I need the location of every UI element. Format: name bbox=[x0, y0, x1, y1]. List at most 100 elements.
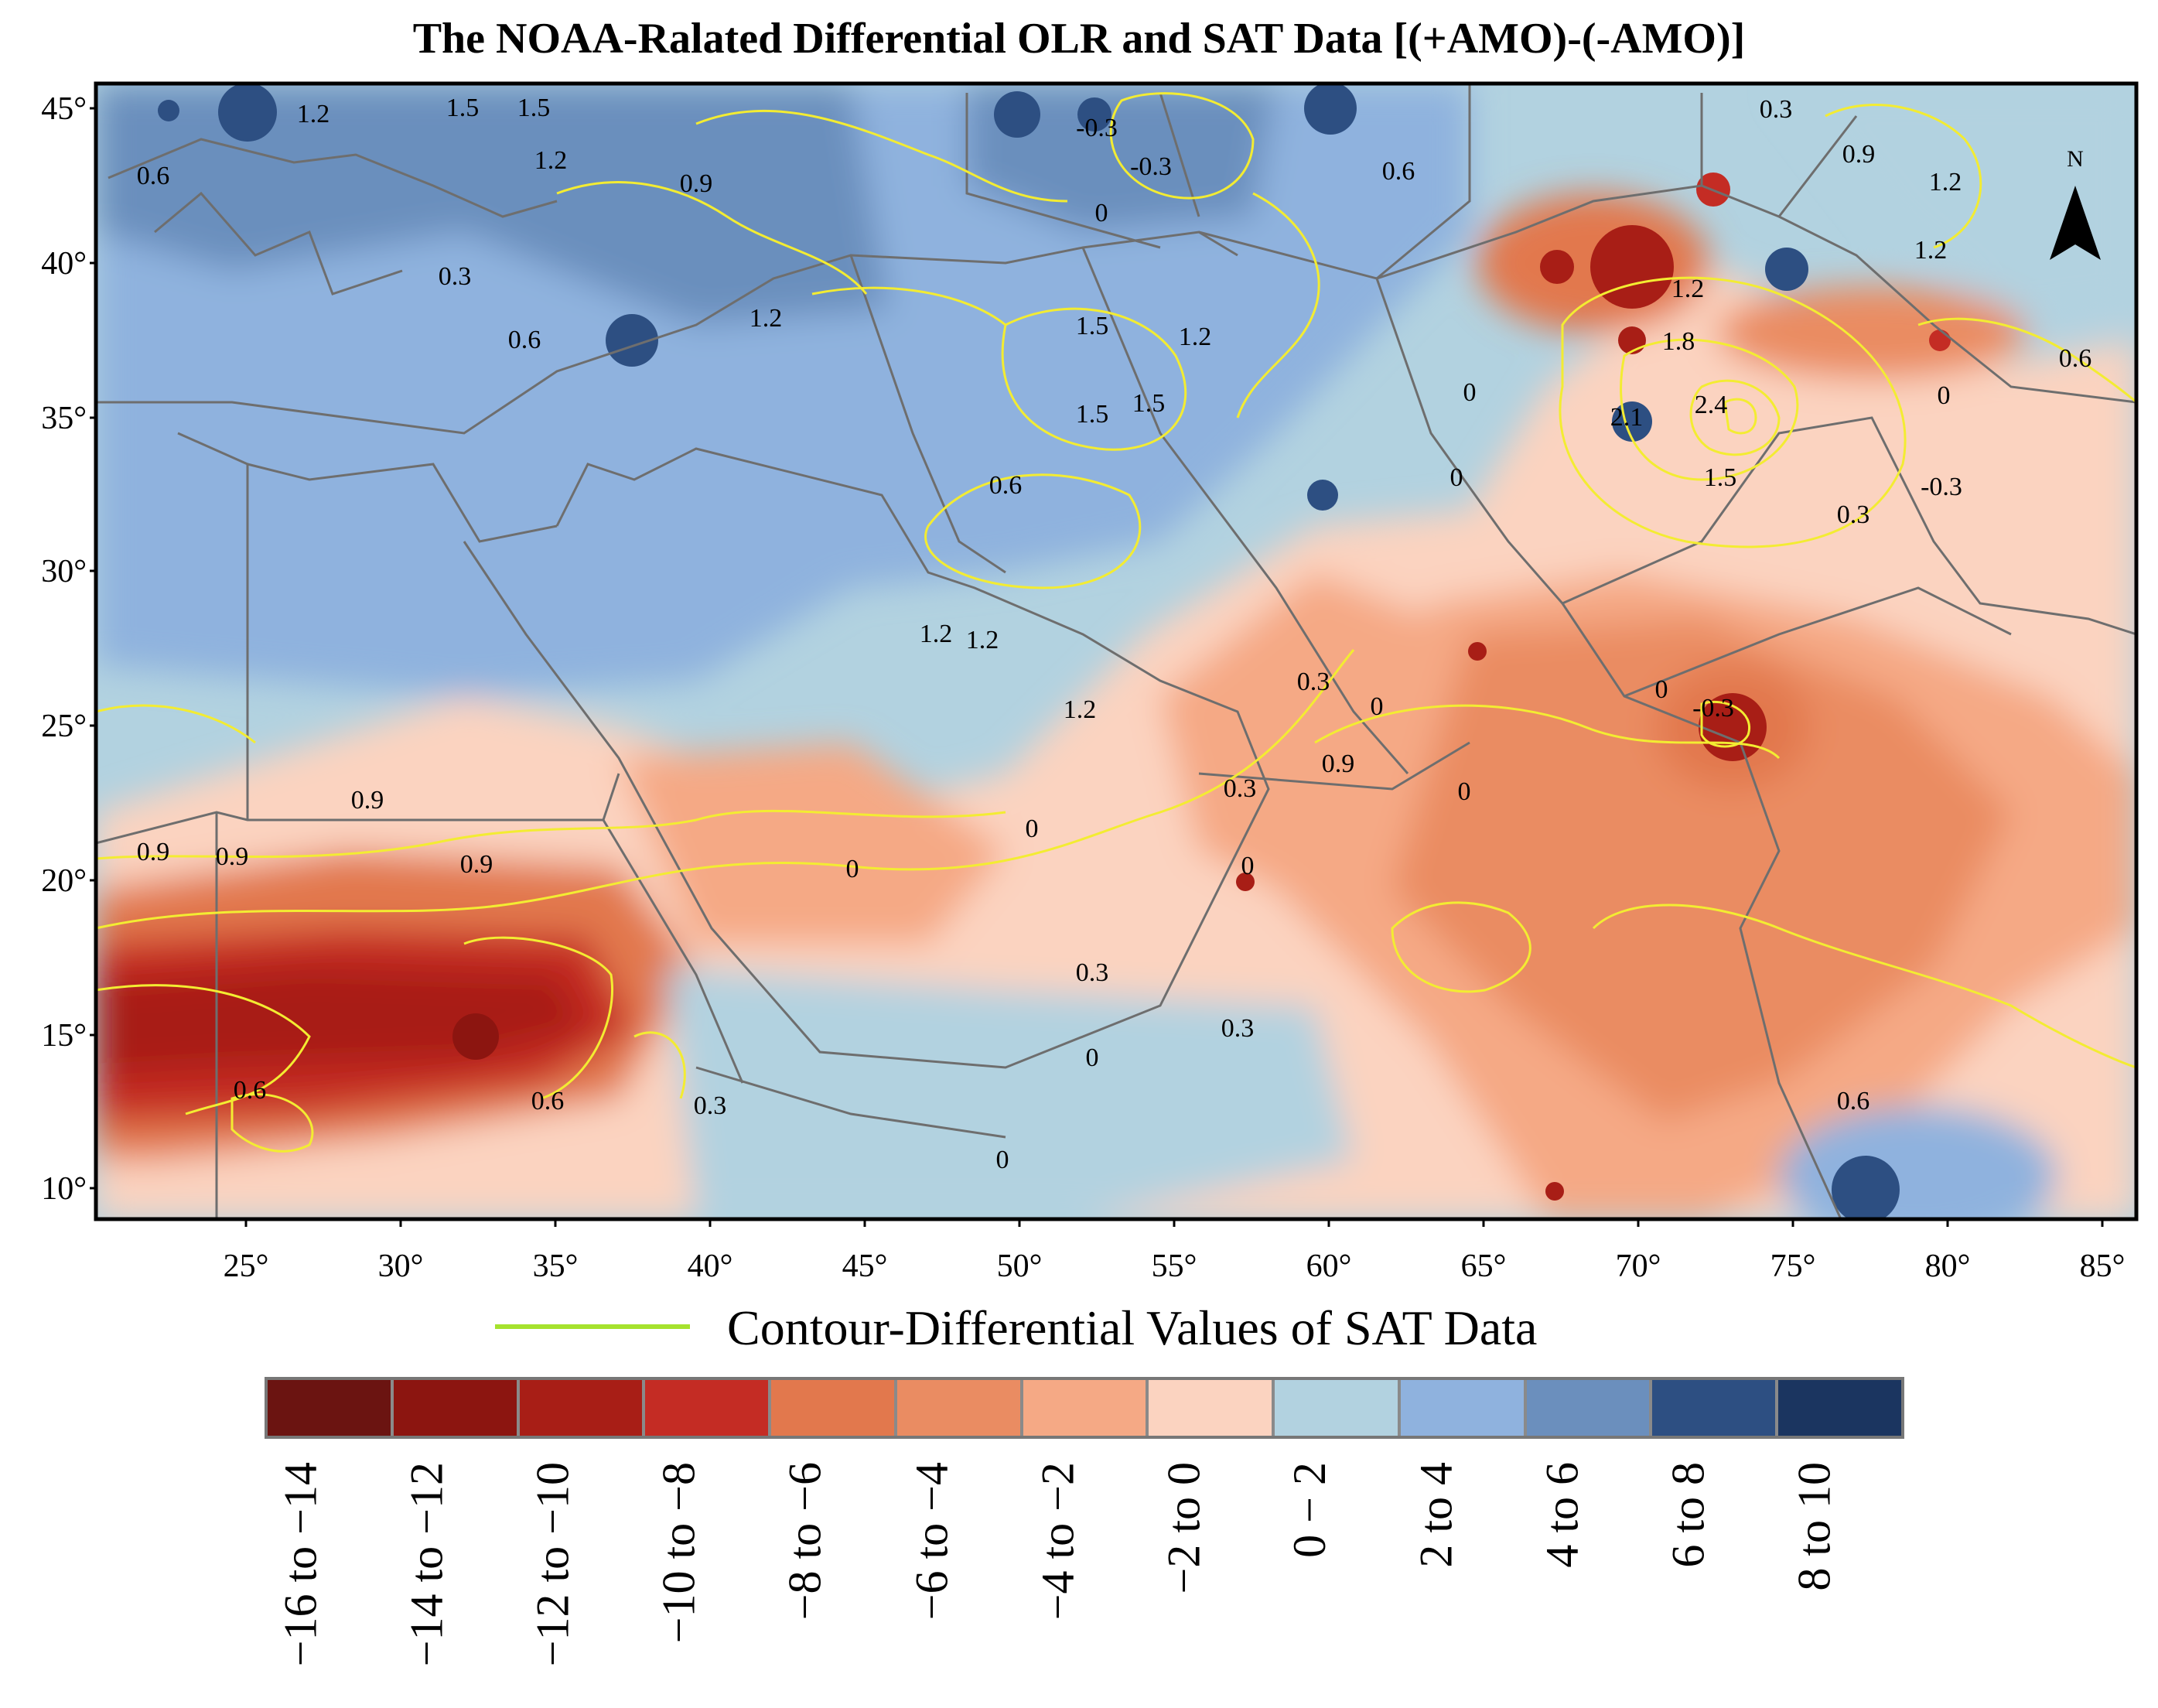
contour-label: 1.8 bbox=[1662, 327, 1695, 356]
contour-label: 1.2 bbox=[749, 304, 783, 333]
lon-tick-label: 60° bbox=[1306, 1249, 1352, 1284]
colorbar-label: −2 to 0 bbox=[1158, 1462, 1210, 1702]
lon-tick-label: 50° bbox=[997, 1249, 1043, 1284]
colorbar-label: −12 to −10 bbox=[528, 1462, 580, 1702]
contour-label: 0 bbox=[1450, 463, 1463, 492]
colorbar-swatch bbox=[1526, 1380, 1653, 1436]
contour-label: 0.9 bbox=[1322, 750, 1355, 778]
contour-label: 0.3 bbox=[1224, 774, 1257, 803]
colorbar-label: 0 − 2 bbox=[1284, 1462, 1337, 1702]
contour-label: 1.5 bbox=[1704, 463, 1737, 492]
contour-label: 1.5 bbox=[517, 94, 551, 122]
colorbar-swatch bbox=[645, 1380, 772, 1436]
contour-label: 1.2 bbox=[1179, 323, 1212, 351]
colorbar-label-text: −6 to −4 bbox=[905, 1462, 957, 1621]
colorbar-label-text: −4 to −2 bbox=[1032, 1462, 1083, 1621]
colorbar-label: −4 to −2 bbox=[1032, 1462, 1084, 1702]
contour-label: 0.3 bbox=[1837, 500, 1870, 529]
latitude-ticks: 45° 40° 35° 30° 25° 20° 15° 10° bbox=[41, 91, 96, 1207]
contour-label: 0.6 bbox=[989, 471, 1023, 500]
contour-label: 1.2 bbox=[297, 100, 330, 128]
contour-label: 0.6 bbox=[1382, 157, 1415, 186]
lat-tick-label: 25° bbox=[41, 709, 87, 744]
colorbar-label-text: −12 to −10 bbox=[527, 1462, 579, 1667]
contour-label: 2.1 bbox=[1610, 403, 1644, 432]
contour-label: 0.9 bbox=[460, 850, 493, 879]
map-title: The NOAA-Ralated Differential OLR and SA… bbox=[412, 15, 1746, 63]
colorbar-swatch bbox=[1275, 1380, 1401, 1436]
contour-label: 1.2 bbox=[1929, 168, 1962, 196]
colorbar-label-text: −10 to −8 bbox=[653, 1462, 705, 1644]
contour-label: -0.3 bbox=[1130, 152, 1172, 181]
lon-tick-label: 55° bbox=[1152, 1249, 1197, 1284]
lat-tick-label: 20° bbox=[41, 863, 87, 899]
contour-legend-line bbox=[495, 1324, 690, 1329]
contour-label: 1.2 bbox=[966, 626, 999, 654]
contour-label: 1.2 bbox=[1914, 236, 1948, 265]
contour-label: 0.9 bbox=[137, 838, 170, 866]
contour-label: 0.3 bbox=[1076, 958, 1109, 987]
colorbar-label-text: 2 to 4 bbox=[1410, 1462, 1462, 1568]
colorbar-label: 6 to 8 bbox=[1662, 1462, 1715, 1702]
lat-tick-label: 10° bbox=[41, 1171, 87, 1207]
north-arrow-icon bbox=[2050, 186, 2101, 260]
contour-label: 0.6 bbox=[137, 162, 170, 190]
contour-label: 1.2 bbox=[920, 620, 953, 648]
contour-label: 1.5 bbox=[446, 94, 480, 122]
colorbar-label-text: 0 − 2 bbox=[1284, 1462, 1336, 1558]
colorbar-label-text: −2 to 0 bbox=[1158, 1462, 1210, 1594]
lon-tick-label: 30° bbox=[378, 1249, 424, 1284]
colorbar-label: 4 to 6 bbox=[1536, 1462, 1589, 1702]
contour-label: 1.2 bbox=[1671, 275, 1705, 303]
colorbar-label: 8 to 10 bbox=[1788, 1462, 1841, 1702]
colorbar-label-text: −8 to −6 bbox=[779, 1462, 831, 1621]
colorbar-label: −8 to −6 bbox=[780, 1462, 832, 1702]
contour-label: 0 bbox=[846, 855, 859, 883]
lon-tick-label: 40° bbox=[688, 1249, 733, 1284]
colorbar-swatch bbox=[1652, 1380, 1779, 1436]
contour-label: 0 bbox=[1086, 1044, 1099, 1072]
colorbar bbox=[265, 1377, 1904, 1439]
colorbar-swatch bbox=[1023, 1380, 1149, 1436]
contour-label: 0 bbox=[1241, 852, 1255, 880]
contour-label: 1.5 bbox=[1076, 312, 1109, 340]
colorbar-label-text: 4 to 6 bbox=[1536, 1462, 1588, 1568]
contour-legend-label: Contour-Differential Values of SAT Data bbox=[727, 1300, 1538, 1355]
contour-label: -0.3 bbox=[1076, 114, 1118, 142]
colorbar-swatch bbox=[1778, 1380, 1901, 1436]
contour-label: 0.6 bbox=[234, 1076, 267, 1105]
contour-label: 0.9 bbox=[216, 842, 249, 871]
contour-label: 0.6 bbox=[1837, 1087, 1870, 1115]
lon-tick-label: 80° bbox=[1925, 1249, 1971, 1284]
longitude-ticks: 25° 30° 35° 40° 45° 50° 55° 60° 65° 70° 75° 80° 85° bbox=[224, 1219, 2125, 1284]
colorbar-label: −14 to −12 bbox=[401, 1462, 454, 1702]
contour-label: 0.9 bbox=[680, 169, 713, 198]
contour-label: 0 bbox=[1938, 381, 1951, 410]
contour-labels: 1.2 1.5 1.5 0.6 1.2 0.9 -0.3 -0.3 0 0.6 0.3 0.9 1.2 1… bbox=[137, 94, 2092, 1174]
north-arrow-label: N bbox=[2067, 146, 2084, 172]
lat-tick-label: 40° bbox=[41, 246, 87, 282]
contour-label: 0.3 bbox=[439, 262, 472, 291]
colorbar-label-text: −14 to −12 bbox=[401, 1462, 452, 1667]
contour-label: 1.2 bbox=[534, 146, 568, 175]
contour-label: 0 bbox=[1463, 378, 1477, 407]
colorbar-label: −10 to −8 bbox=[654, 1462, 706, 1702]
lon-tick-label: 25° bbox=[224, 1249, 269, 1284]
contour-label: -0.3 bbox=[1692, 694, 1734, 722]
colorbar-swatch bbox=[1149, 1380, 1275, 1436]
lat-tick-label: 35° bbox=[41, 401, 87, 436]
country-borders bbox=[96, 84, 2136, 1219]
contour-label: 1.2 bbox=[1064, 695, 1097, 724]
colorbar-label: −16 to −14 bbox=[275, 1462, 328, 1702]
colorbar-swatch bbox=[519, 1380, 646, 1436]
colorbar-label: −6 to −4 bbox=[906, 1462, 958, 1702]
lon-tick-label: 75° bbox=[1770, 1249, 1816, 1284]
contour-label: 1.5 bbox=[1132, 389, 1166, 418]
contour-label: 0.9 bbox=[351, 786, 384, 815]
lat-tick-label: 30° bbox=[41, 554, 87, 589]
contour-label: 0.6 bbox=[2059, 344, 2092, 373]
lon-tick-label: 70° bbox=[1616, 1249, 1661, 1284]
olr-field bbox=[96, 84, 2136, 1219]
map-frame bbox=[94, 81, 2139, 1221]
